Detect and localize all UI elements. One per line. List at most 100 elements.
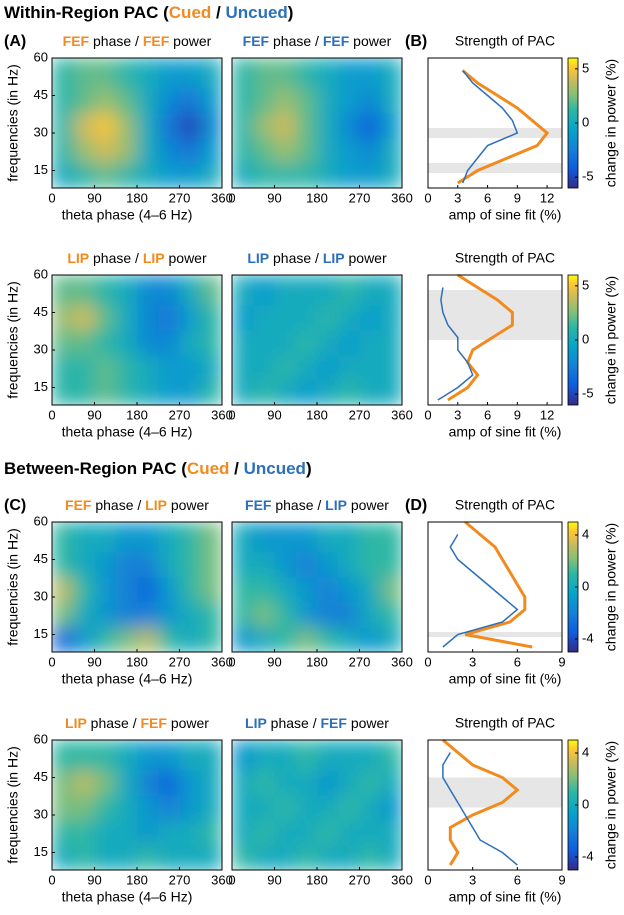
heatmap-cell — [200, 770, 222, 796]
heatmap-cell — [232, 522, 254, 553]
heatmap-cell — [73, 740, 95, 771]
heatmap-cell — [232, 795, 254, 821]
heatmap — [52, 275, 222, 405]
heatmap — [232, 58, 402, 188]
colorbar-tick-label: 5 — [582, 60, 589, 75]
heatmap-cell — [380, 138, 402, 164]
x-tick-label: 6 — [514, 872, 521, 887]
heatmap-cell — [115, 305, 138, 331]
heatmap-cell — [179, 577, 202, 603]
heatmap-cell — [274, 113, 297, 139]
y-axis-label: frequencies (in Hz) — [5, 746, 21, 864]
heatmap-cell — [380, 522, 402, 553]
heatmap-cell — [317, 627, 339, 652]
section-header-part: ) — [306, 459, 312, 478]
heatmap-cell — [52, 88, 74, 114]
heatmap-cell — [115, 740, 138, 771]
heatmap-cell — [137, 845, 159, 870]
x-tick-label: 12 — [540, 407, 554, 422]
heatmap-cell — [359, 602, 382, 628]
heatmap-cells — [52, 275, 222, 405]
heatmap-cell — [380, 627, 402, 652]
section-header-part: ) — [288, 3, 294, 22]
heatmap-cell — [295, 820, 318, 846]
x-tick-label: 180 — [126, 407, 148, 422]
heatmap-cell — [253, 305, 275, 331]
heatmap-cell — [338, 138, 360, 164]
heatmap-cell — [158, 355, 180, 381]
colorbar-label: change in power (%) — [603, 523, 619, 651]
heatmap-cell — [274, 740, 297, 771]
y-tick-label: 60 — [34, 49, 48, 64]
x-tick-label: 0 — [424, 872, 431, 887]
series-line — [462, 70, 519, 184]
y-axis-label: frequencies (in Hz) — [5, 281, 21, 399]
heatmap-cell — [232, 627, 254, 652]
heatmap-cell — [115, 627, 138, 652]
heatmap-cell — [179, 138, 202, 164]
panel-title-part: phase / — [89, 33, 143, 49]
colorbar-tick-label: 0 — [582, 796, 589, 811]
y-tick-label: 15 — [34, 379, 48, 394]
section-header-part: / — [211, 3, 225, 22]
heatmap-cell — [94, 795, 117, 821]
heatmap-cell — [317, 820, 339, 846]
x-tick-label: 270 — [169, 407, 191, 422]
heatmap-cell — [232, 305, 254, 331]
heatmap-cell — [158, 845, 180, 870]
heatmap-cell — [179, 58, 202, 89]
heatmap-cell — [359, 627, 382, 652]
panel-title-part: phase / — [89, 250, 143, 266]
x-tick-label: 0 — [48, 872, 55, 887]
x-tick-label: 0 — [48, 407, 55, 422]
panel-title: FEF phase / LIP power — [245, 497, 389, 513]
heatmap-cell — [115, 552, 138, 578]
heatmap-cell — [94, 380, 117, 405]
heatmap-cell — [73, 113, 95, 139]
heatmap-cell — [52, 305, 74, 331]
heatmap-cell — [179, 522, 202, 553]
x-tick-label: 360 — [391, 654, 413, 669]
heatmap-cell — [338, 552, 360, 578]
heatmap-cell — [137, 552, 159, 578]
panel-title-part: LIP — [143, 250, 165, 266]
heatmap-cell — [179, 795, 202, 821]
panel-title-part: power — [169, 33, 211, 49]
heatmap-cell — [73, 163, 95, 188]
x-tick-label: 270 — [349, 872, 371, 887]
x-tick-label: 90 — [267, 654, 281, 669]
heatmap-cell — [338, 845, 360, 870]
heatmap-cell — [253, 577, 275, 603]
significance-band — [428, 163, 562, 173]
heatmap-cell — [295, 602, 318, 628]
panel-title-part: LIP — [65, 715, 87, 731]
heatmap-cell — [73, 552, 95, 578]
heatmap-cell — [380, 845, 402, 870]
heatmap-cell — [179, 845, 202, 870]
heatmap-cell — [232, 138, 254, 164]
heatmap-cell — [94, 163, 117, 188]
heatmap-cell — [158, 795, 180, 821]
colorbar-label: change in power (%) — [603, 59, 619, 187]
heatmap-cell — [317, 795, 339, 821]
heatmap-cell — [253, 627, 275, 652]
heatmap-cell — [94, 113, 117, 139]
heatmap-cell — [359, 88, 382, 114]
heatmap-cell — [338, 380, 360, 405]
heatmap-cell — [359, 163, 382, 188]
heatmap-cell — [274, 577, 297, 603]
panel-label: (B) — [405, 33, 427, 50]
heatmap-cell — [73, 88, 95, 114]
heatmap-cells — [52, 58, 222, 188]
heatmap-cell — [115, 275, 138, 306]
heatmap-cell — [158, 305, 180, 331]
heatmap-cell — [232, 577, 254, 603]
heatmap-cell — [380, 380, 402, 405]
panel-title-part: FEF — [63, 33, 90, 49]
heatmap-cell — [179, 770, 202, 796]
section-header-part: Within-Region PAC ( — [4, 3, 169, 22]
heatmap-cell — [94, 275, 117, 306]
panel-label: (D) — [405, 497, 427, 514]
heatmap-cell — [253, 770, 275, 796]
heatmap-cell — [359, 305, 382, 331]
